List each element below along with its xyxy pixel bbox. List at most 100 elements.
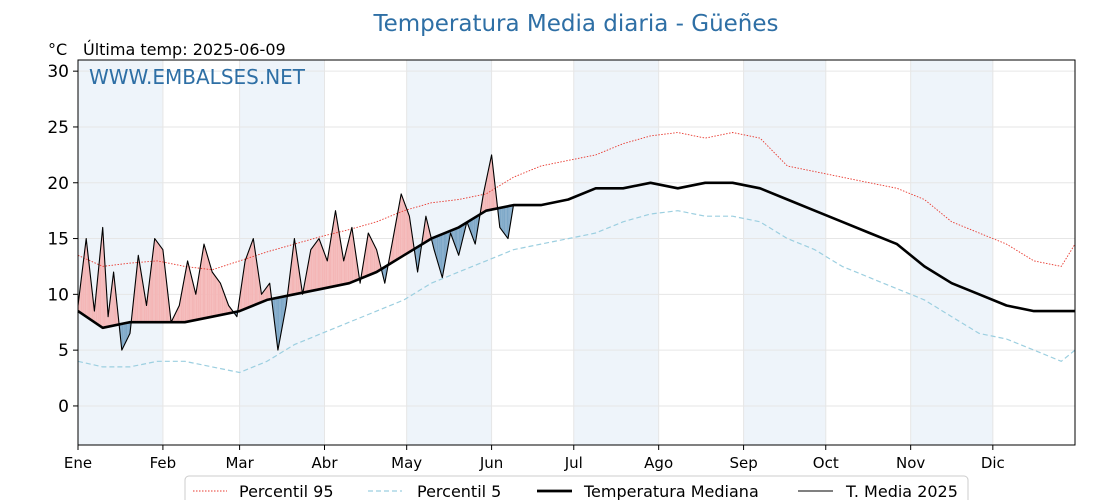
fill-above-median	[265, 286, 267, 301]
month-band	[78, 60, 163, 445]
fill-below-median	[280, 296, 283, 336]
fill-above-median	[161, 247, 163, 323]
fill-above-median	[490, 154, 492, 210]
fill-above-median	[206, 253, 209, 318]
fill-above-median	[398, 201, 400, 259]
fill-above-median	[101, 227, 103, 328]
fill-above-median	[214, 275, 217, 317]
fill-above-median	[377, 255, 380, 272]
x-tick-label: Nov	[896, 454, 925, 472]
plot-frame	[77, 59, 1076, 446]
fill-above-median	[194, 288, 196, 321]
fill-above-median	[209, 262, 211, 318]
fill-below-median	[442, 233, 444, 278]
fill-below-median	[383, 267, 385, 284]
fill-above-median	[329, 235, 332, 288]
fill-above-median	[258, 275, 261, 304]
fill-below-median	[505, 206, 507, 237]
fill-above-median	[353, 236, 355, 282]
fill-above-median	[405, 205, 407, 255]
fill-above-median	[221, 286, 224, 315]
fill-above-median	[314, 242, 317, 291]
fill-above-median	[332, 219, 335, 287]
fill-above-median	[372, 241, 374, 274]
fill-below-median	[443, 232, 446, 271]
fill-below-median	[436, 235, 439, 264]
fill-above-median	[249, 245, 251, 308]
month-bands	[78, 60, 993, 445]
fill-above-median	[138, 255, 140, 323]
fill-above-median	[202, 244, 204, 319]
fill-above-median	[347, 238, 350, 284]
month-band	[910, 60, 993, 445]
fill-above-median	[162, 249, 165, 323]
fill-above-median	[298, 266, 300, 294]
fill-above-median	[193, 283, 195, 321]
fill-below-median	[472, 218, 474, 241]
fill-above-median	[321, 245, 324, 289]
fill-above-median	[366, 232, 369, 276]
fill-above-median	[351, 227, 354, 283]
fill-below-median	[451, 229, 454, 241]
line-median	[77, 181, 1075, 330]
legend-label-median: Temperatura Mediana	[583, 482, 759, 500]
x-tick-label: Abr	[312, 454, 339, 472]
fill-above-median	[410, 225, 413, 252]
fill-above-median	[338, 227, 340, 286]
y-tick-label: 15	[47, 230, 69, 250]
fill-above-median	[309, 249, 311, 292]
month-band	[573, 60, 659, 445]
legend-label-p95: Percentil 95	[239, 482, 334, 500]
fill-above-median	[136, 255, 139, 323]
x-tick-label: Feb	[150, 454, 177, 472]
y-tick-label: 25	[47, 118, 69, 138]
fill-below-median	[440, 234, 443, 278]
fill-below-median	[417, 246, 420, 273]
fill-above-median	[247, 249, 250, 308]
fill-below-median	[439, 234, 441, 273]
fill-above-median	[216, 277, 218, 316]
month-band	[743, 60, 826, 445]
fill-above-median	[320, 242, 322, 290]
fill-above-median	[350, 227, 352, 283]
fill-above-median	[406, 208, 409, 254]
legend-box	[184, 475, 969, 500]
fill-above-median	[197, 277, 199, 320]
legend: Percentil 95 Percentil 5 Temperatura Med…	[184, 475, 969, 500]
fill-above-median	[251, 238, 254, 307]
fill-above-median	[368, 232, 370, 276]
fill-above-median	[112, 272, 114, 326]
fill-above-median	[425, 216, 428, 242]
fill-above-median	[295, 247, 298, 295]
fill-above-median	[103, 242, 105, 328]
y-tick-label: 0	[58, 397, 69, 417]
fill-above-median	[201, 252, 203, 319]
fill-above-median	[217, 279, 220, 316]
fill-below-median	[454, 228, 456, 248]
fill-above-median	[84, 238, 87, 317]
fill-above-median	[98, 255, 100, 326]
series-lines	[77, 132, 1076, 374]
fill-above-median	[199, 260, 202, 320]
unit-label: °C	[48, 40, 67, 59]
watermark: WWW.EMBALSES.NET	[89, 65, 306, 89]
x-tick-label: Oct	[813, 454, 839, 472]
fill-above-median	[261, 292, 263, 303]
fill-above-median	[356, 255, 358, 281]
y-tick-label: 10	[47, 285, 69, 305]
fill-below-median	[438, 235, 440, 269]
legend-label-p5: Percentil 5	[417, 482, 501, 500]
fill-above-median	[373, 244, 376, 274]
line-p95	[77, 132, 1076, 271]
fill-above-median	[156, 240, 158, 323]
fill-above-median	[210, 267, 213, 317]
fill-above-median	[313, 244, 315, 291]
fill-below-median	[506, 206, 509, 239]
fill-above-median	[325, 257, 328, 288]
fill-above-median	[250, 242, 252, 307]
line-p5	[77, 210, 1076, 374]
fill-above-median	[173, 313, 176, 323]
fill-above-median	[184, 268, 187, 323]
fill-above-median	[375, 246, 377, 273]
x-tick-label: Dic	[981, 454, 1005, 472]
